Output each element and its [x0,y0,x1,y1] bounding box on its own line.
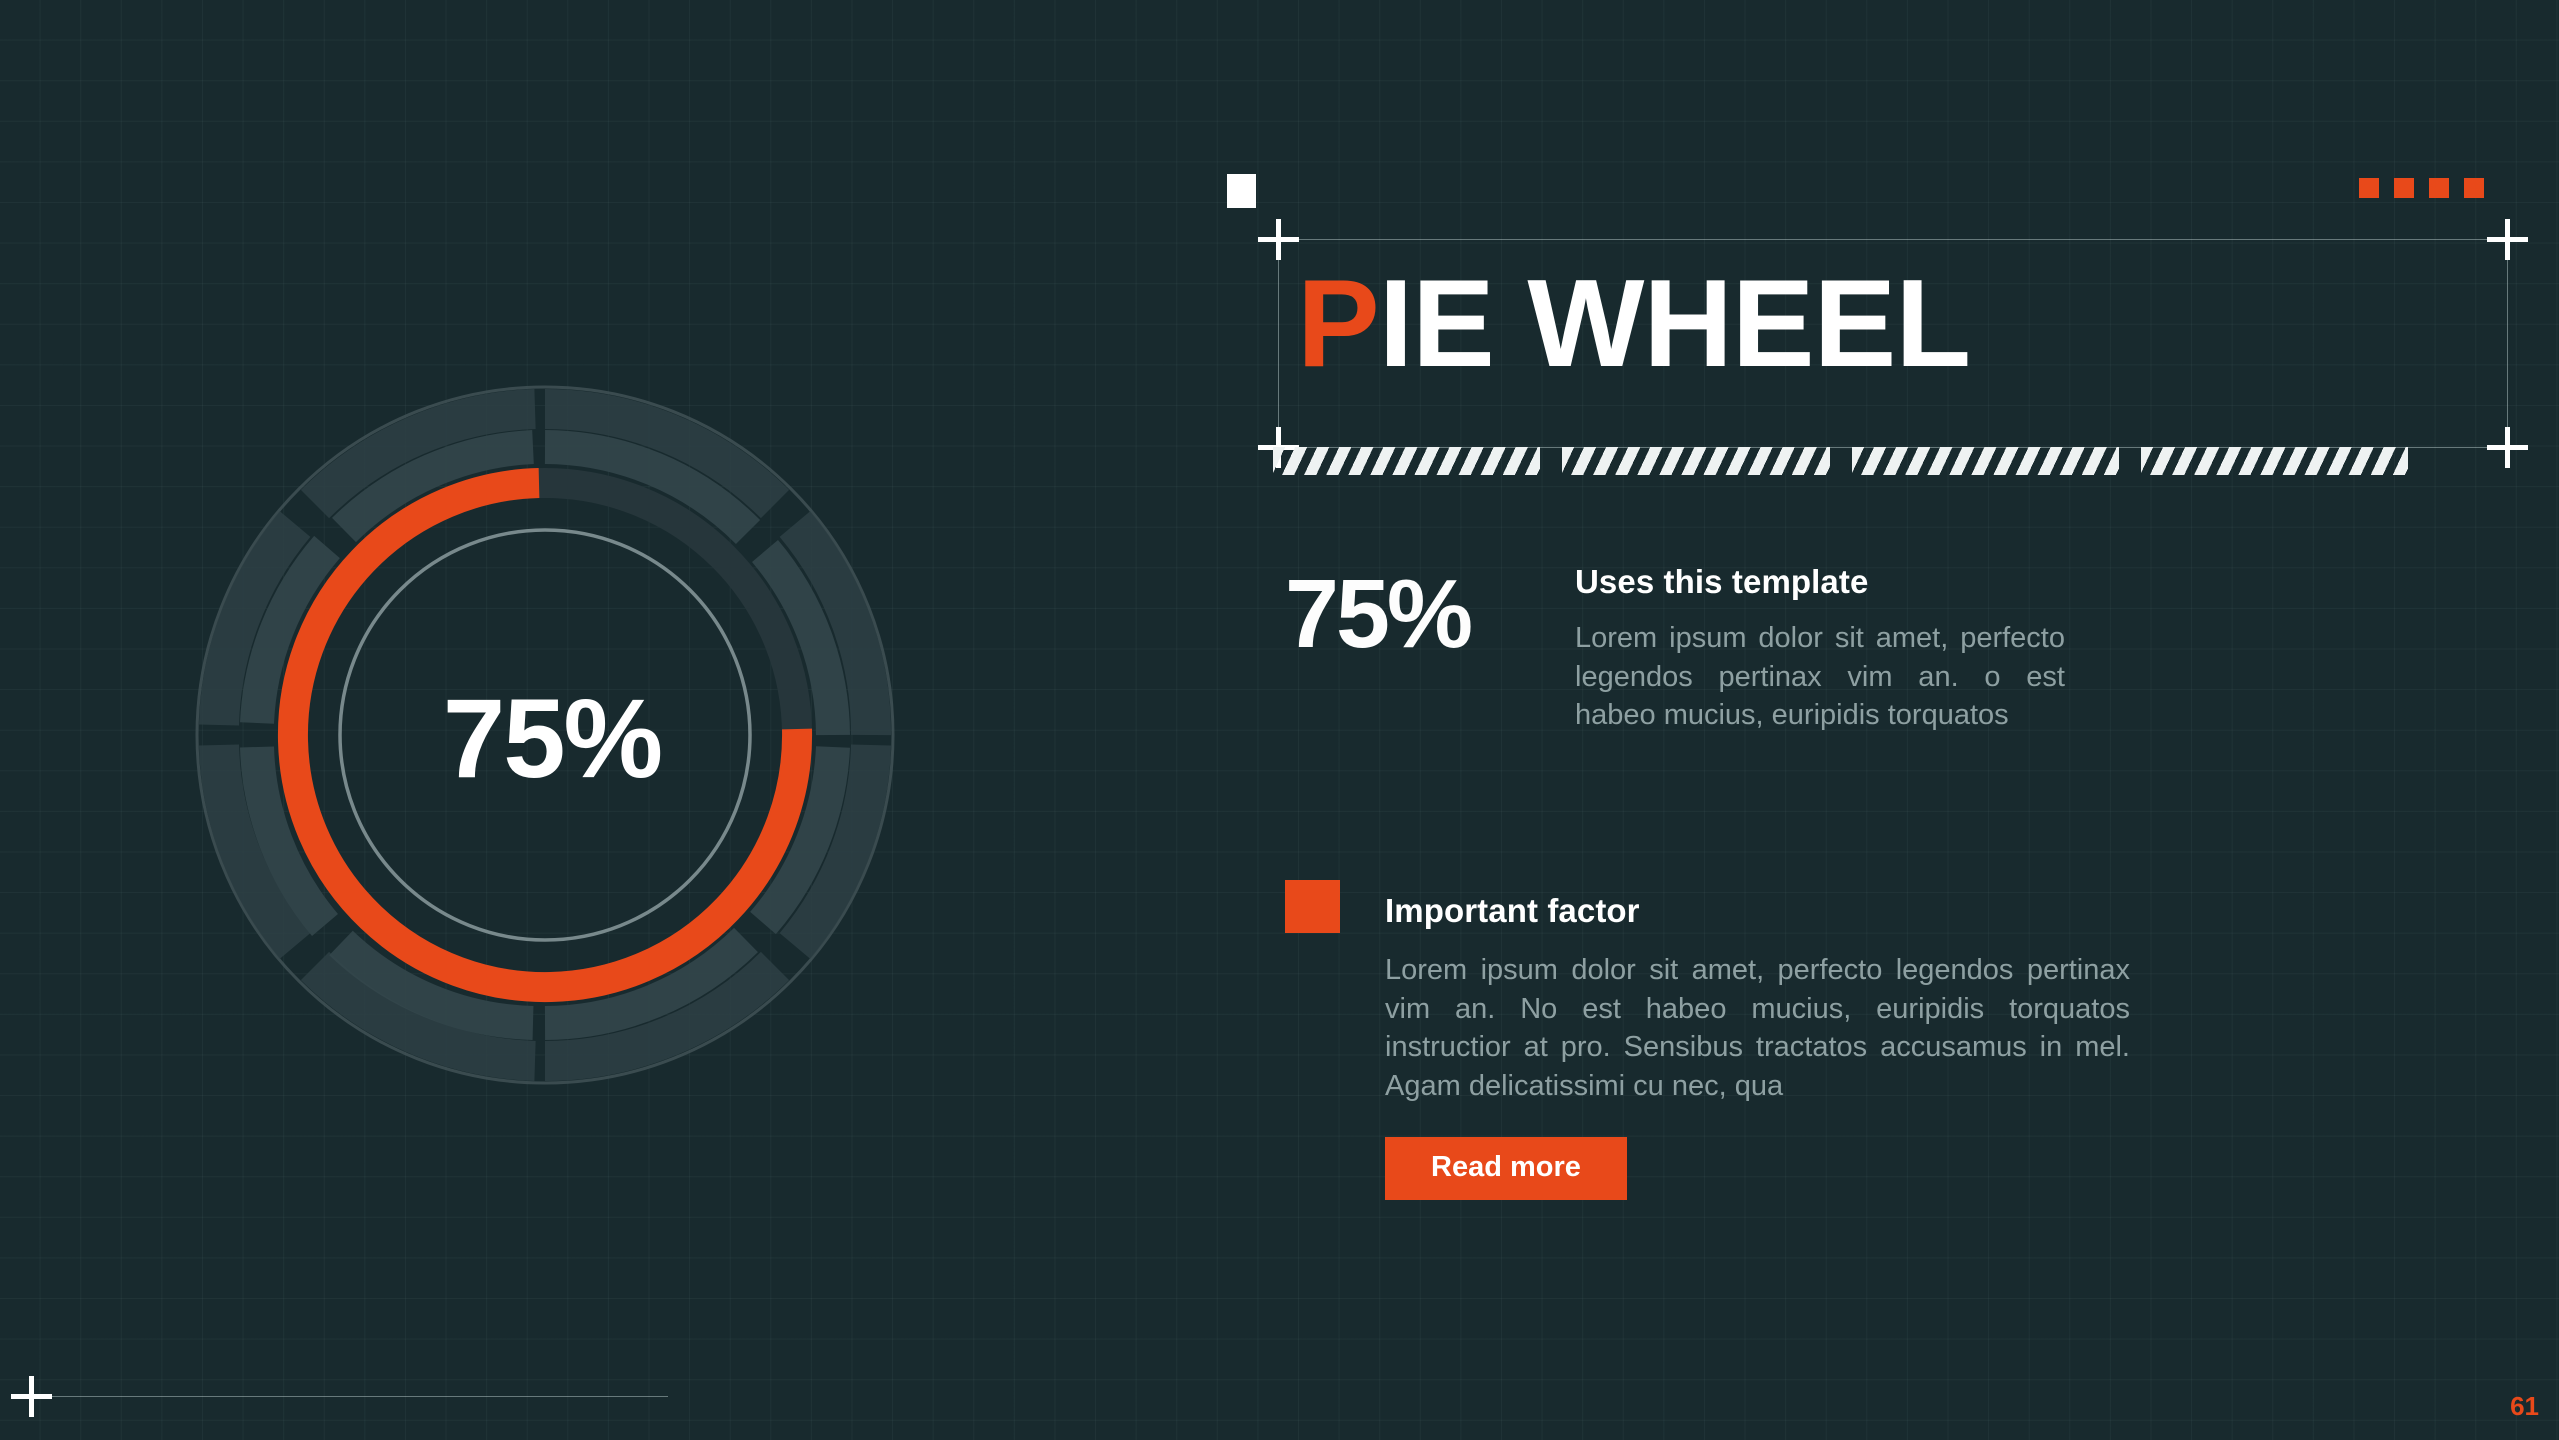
frame-line-top [1278,239,2508,240]
stat-body: Lorem ipsum dolor sit amet, perfecto leg… [1575,622,2065,732]
page-title-rest: IE WHEEL [1378,255,1971,393]
dash-marker-icon [2394,178,2414,198]
page-number: 61 [2510,1391,2539,1421]
hatch-divider [1273,447,2408,475]
crosshair-top-right-icon [2487,219,2528,260]
factor-heading: Important factor [1385,892,1640,929]
hatch-segment [2140,447,2408,475]
pie-wheel-gauge: 75% [165,355,925,1115]
dash-markers [2359,178,2484,198]
crosshair-bottom-left-page-icon [11,1376,52,1417]
square-marker-icon [1227,174,1256,208]
dash-marker-icon [2359,178,2379,198]
factor-body: Lorem ipsum dolor sit amet, perfecto leg… [1385,954,2130,1102]
stat-value: 75% [1285,559,1473,668]
hatch-segment [1851,447,2119,475]
crosshair-top-left-icon [1258,219,1299,260]
page-title-highlight: P [1297,255,1380,393]
dash-marker-icon [2429,178,2449,198]
hatch-segment [1562,447,1830,475]
page-title: PIE WHEEL [1297,262,1971,386]
crosshair-bottom-right-icon [2487,427,2528,468]
gauge-center-label: 75% [442,675,663,801]
frame-line-left [1278,239,1279,448]
dash-marker-icon [2464,178,2484,198]
read-more-button[interactable]: Read more [1385,1137,1627,1201]
bullet-square-icon [1285,880,1340,933]
stat-block: 75% Uses this template Lorem ipsum dolor… [1285,565,2410,735]
frame-line-right [2507,239,2508,448]
factor-block: Important factor Lorem ipsum dolor sit a… [1285,880,2420,1201]
stat-heading: Uses this template [1575,563,1869,600]
hatch-segment [1273,447,1541,475]
frame-line-footer [48,1396,668,1397]
